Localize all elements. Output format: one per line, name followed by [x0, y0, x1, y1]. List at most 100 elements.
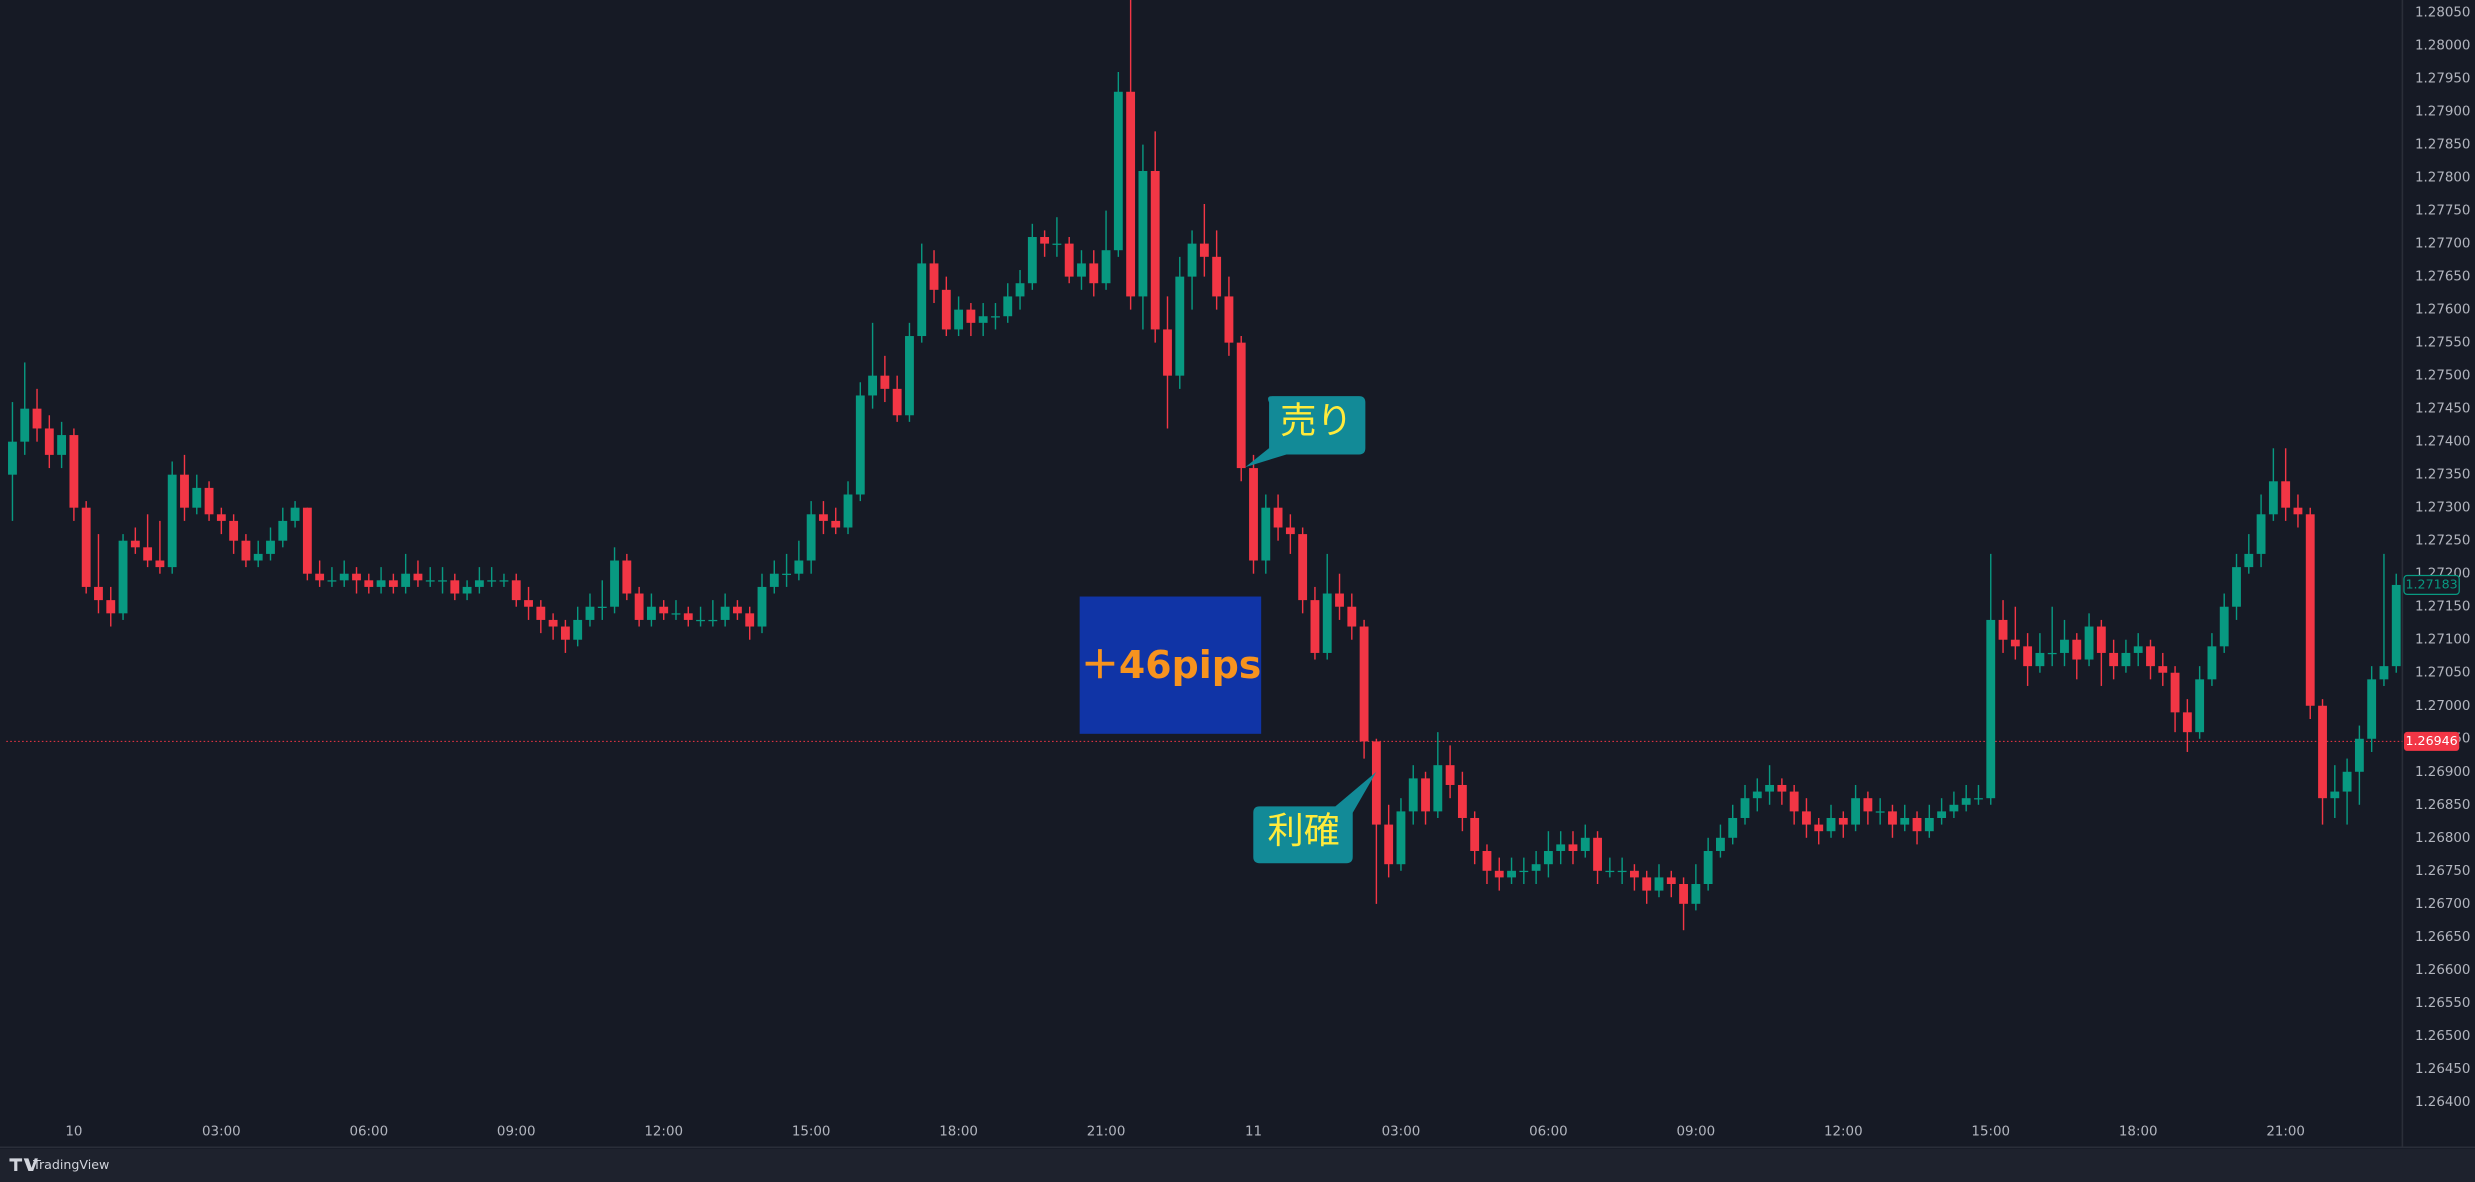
candle-body — [2379, 666, 2389, 680]
candle-body — [610, 560, 619, 607]
candle-body — [1617, 870, 1627, 873]
candle-body — [2342, 771, 2352, 792]
candle-body — [1187, 243, 1197, 277]
candle-body — [487, 580, 497, 582]
candle-body — [1863, 798, 1873, 812]
candle-body — [278, 520, 288, 541]
candle-body — [1408, 778, 1418, 812]
candle-body — [327, 580, 337, 582]
candle-body — [2232, 567, 2241, 607]
candle-body — [1027, 237, 1037, 284]
candle-body — [2158, 666, 2168, 673]
candle-body — [573, 619, 583, 640]
candle-body — [1421, 778, 1430, 812]
candle-body — [929, 263, 939, 290]
candle-body — [1666, 877, 1676, 885]
candle-body — [155, 560, 165, 568]
sell-callout — [1245, 396, 1366, 468]
candle-body — [806, 514, 816, 561]
candle-body — [855, 395, 865, 495]
x-tick-label: 12:00 — [1824, 1125, 1863, 1140]
plot: 1.28050 1.28000 1.27950 1.27900 1.27850 1.278… — [6, 0, 2470, 1139]
candle-body — [1077, 263, 1086, 277]
candle-body — [2330, 791, 2340, 799]
candle-body — [966, 309, 976, 323]
candle-body — [917, 263, 927, 337]
profit-label: ＋46pips — [1081, 643, 1261, 687]
candle-body — [450, 580, 460, 594]
candle-body — [1212, 256, 1222, 297]
candle-body — [548, 619, 558, 627]
candle-body — [1236, 342, 1246, 469]
candle-body — [954, 309, 964, 330]
last-price-box — [2403, 574, 2460, 596]
candle-body — [769, 573, 779, 587]
candle-body — [843, 494, 853, 528]
x-tick-label: 15:00 — [792, 1125, 831, 1140]
candle-body — [1224, 296, 1234, 343]
x-tick-label: 15:00 — [1971, 1125, 2010, 1140]
x-tick-label: 03:00 — [1382, 1125, 1421, 1140]
candle-body — [1359, 626, 1369, 742]
y-tick-label: 1.27950 — [2415, 72, 2470, 87]
candle-body — [978, 316, 988, 323]
y-tick-label: 1.27750 — [2415, 204, 2470, 219]
candle-body — [1765, 784, 1775, 792]
candle-body — [216, 514, 226, 521]
candle-body — [2354, 738, 2364, 772]
y-tick-label: 1.27600 — [2415, 303, 2470, 318]
candle-body — [1593, 837, 1602, 871]
candle-body — [720, 606, 730, 620]
candle-body — [794, 560, 804, 574]
candle-body — [1126, 91, 1136, 297]
candle-body — [1924, 817, 1934, 832]
candle-body — [1322, 593, 1332, 653]
y-tick-label: 1.27050 — [2415, 666, 2470, 681]
candle-body — [302, 507, 312, 574]
y-tick-label: 1.26700 — [2415, 897, 2470, 912]
candle-body — [1937, 811, 1947, 818]
candle-body — [1396, 811, 1406, 865]
candle-body — [1015, 283, 1025, 297]
y-tick-label: 1.27100 — [2415, 633, 2470, 648]
footer-bar — [0, 1148, 2475, 1182]
candle-body — [1851, 798, 1861, 825]
candle-body — [106, 600, 116, 614]
candle-body — [401, 573, 411, 587]
sell-label: 売り — [1280, 399, 1353, 442]
candle-body — [2207, 646, 2217, 680]
candle-body — [339, 573, 349, 581]
y-tick-label: 1.26750 — [2415, 864, 2470, 879]
candle-body — [1470, 817, 1480, 851]
x-tick-label: 03:00 — [202, 1125, 241, 1140]
candle-body — [1531, 864, 1541, 871]
candle-body — [2133, 646, 2143, 653]
candle-body — [438, 580, 447, 582]
y-tick-label: 1.27650 — [2415, 270, 2470, 285]
candle-body — [1986, 619, 1996, 799]
candle-body — [1040, 237, 1050, 244]
candle-body — [2146, 646, 2155, 667]
candle-body — [413, 573, 423, 581]
candle-body — [2268, 481, 2278, 515]
candle-body — [1310, 600, 1320, 653]
candle-body — [2318, 705, 2327, 799]
candle-body — [1089, 263, 1099, 284]
candle-body — [1138, 170, 1148, 297]
take-profit-label: 利確 — [1267, 809, 1340, 852]
candle-body — [2121, 652, 2131, 667]
candle-body — [1371, 741, 1381, 825]
y-tick-label: 1.26450 — [2415, 1062, 2470, 1077]
y-tick-label: 1.27550 — [2415, 336, 2470, 351]
candle-body — [1568, 844, 1578, 851]
candle-body — [180, 474, 189, 508]
candle-body — [253, 553, 263, 561]
hline-label-box — [2403, 731, 2460, 751]
candle-body — [425, 580, 435, 582]
candle-body — [1273, 507, 1283, 528]
candle-body — [1900, 817, 1910, 825]
candle-body — [905, 336, 914, 416]
candle-body — [2281, 481, 2291, 508]
